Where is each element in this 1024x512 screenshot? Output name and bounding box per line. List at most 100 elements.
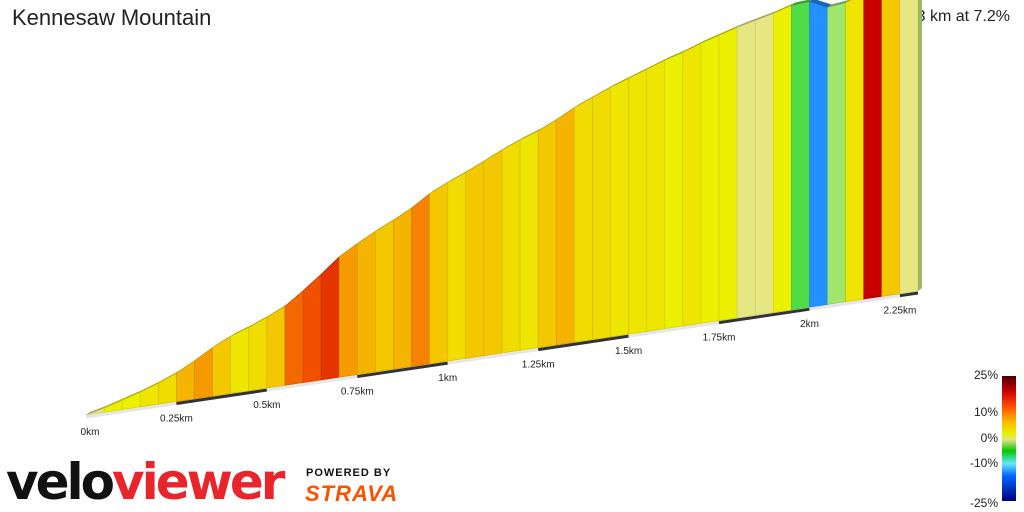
profile-segment-top [194,344,217,361]
profile-segment [483,149,503,357]
baseline-segment [718,307,810,325]
profile-segment-top [628,66,651,79]
profile-segment [610,77,629,338]
profile-segment [519,130,539,351]
profile-segment [899,0,919,295]
profile-segment [700,34,720,324]
profile-segment-top [592,84,615,98]
profile-segment [845,0,865,303]
chart-title: Kennesaw Mountain [12,5,212,30]
profile-segment [646,59,666,332]
profile-segment-top [303,271,326,291]
baseline-segment [176,388,268,406]
profile-segment [194,346,213,400]
profile-segment-top [284,287,308,307]
profile-segment [121,391,141,410]
x-tick-label: 2km [800,319,819,330]
profile-segment [555,107,575,346]
profile-segment [881,0,901,297]
profile-segment-top [719,24,742,36]
distance-ticks: 0km 0.25km 0.5km 0.75km 1km 1.25km 1.5km 1.75km… [81,306,917,438]
profile-segment-top [737,17,760,28]
profile-segment-top [646,57,669,70]
profile-segment-top [339,240,362,257]
baseline-segment [266,375,358,392]
x-tick-label: 0.75km [341,387,374,398]
profile-segment-top [140,380,163,393]
profile-segment [302,273,322,384]
profile-segment [266,305,286,389]
profile-segment-top [483,147,506,162]
x-tick-label: 2.25km [884,306,917,317]
x-tick-label: 0km [81,427,100,438]
profile-segment-top [773,2,796,14]
strava-logo: STRAVA [305,481,399,506]
x-tick-label: 1.75km [703,333,736,344]
legend-label-minus-25: -25% [969,496,998,510]
profile-segment [284,290,304,386]
profile-segment-top [465,158,488,173]
legend-label-0: 0% [980,431,998,445]
profile-segment-top [212,333,235,348]
profile-segment-top [266,303,289,318]
profile-segment-top [375,217,398,232]
profile-segment-top [393,204,416,221]
profile-segment [501,139,521,354]
profile-segment [320,256,340,381]
profile-segment [682,42,702,327]
gradient-legend-bar [1002,376,1016,501]
profile-segment-top [104,397,127,409]
profile-segment [338,242,358,378]
x-tick-label: 1km [438,373,457,384]
profile-segment-top [502,137,525,151]
legend-label-10: 10% [973,405,998,419]
baseline-segment [809,294,901,311]
profile-segment [827,2,846,305]
legend-label-minus-10: -10% [969,456,998,470]
profile-end-cap [918,0,922,291]
logo-velo-text: velo [6,453,115,511]
profile-segment [537,119,557,348]
baseline-segment [537,334,629,352]
profile-segment-top [574,94,597,108]
profile-segment [863,0,883,300]
profile-segment [248,316,268,392]
profile-segment-top [520,127,543,141]
profile-segment [664,51,684,330]
profile-segment-top [845,0,852,3]
profile-segment [212,335,231,397]
profile-segment-top [447,169,470,183]
profile-segment-top [176,357,199,373]
profile-segment-top [827,0,850,8]
x-tick-label: 0.5km [253,400,280,411]
gradient-legend: 25% 10% 0% -10% -25% [960,368,1024,512]
profile-segment [736,19,756,319]
profile-segment [791,1,810,311]
profile-segment-top [429,179,452,194]
distance-baseline [85,291,919,419]
veloviewer-logo: veloviewer [6,456,296,508]
x-tick-label: 1.25km [522,360,555,371]
profile-segments [85,0,922,416]
profile-segment-top [411,190,434,208]
profile-segment-top [158,369,181,384]
profile-segment-top [610,75,633,88]
profile-segment [375,219,394,373]
profile-segment [754,13,774,316]
profile-segment [809,1,828,308]
profile-segment-top [538,116,561,131]
baseline-segment [899,291,919,298]
profile-segment [465,160,485,359]
profile-segment [429,181,449,365]
profile-segment [411,193,430,367]
baseline-segment [447,348,539,365]
profile-segment-top [230,324,253,337]
legend-label-25: 25% [973,368,998,382]
profile-segment-top [248,314,271,328]
profile-segment-top [791,0,812,6]
x-tick-label: 1.5km [615,346,642,357]
profile-segment [230,326,250,394]
powered-by-label: POWERED BY [306,467,392,479]
profile-segment-top [700,32,724,44]
